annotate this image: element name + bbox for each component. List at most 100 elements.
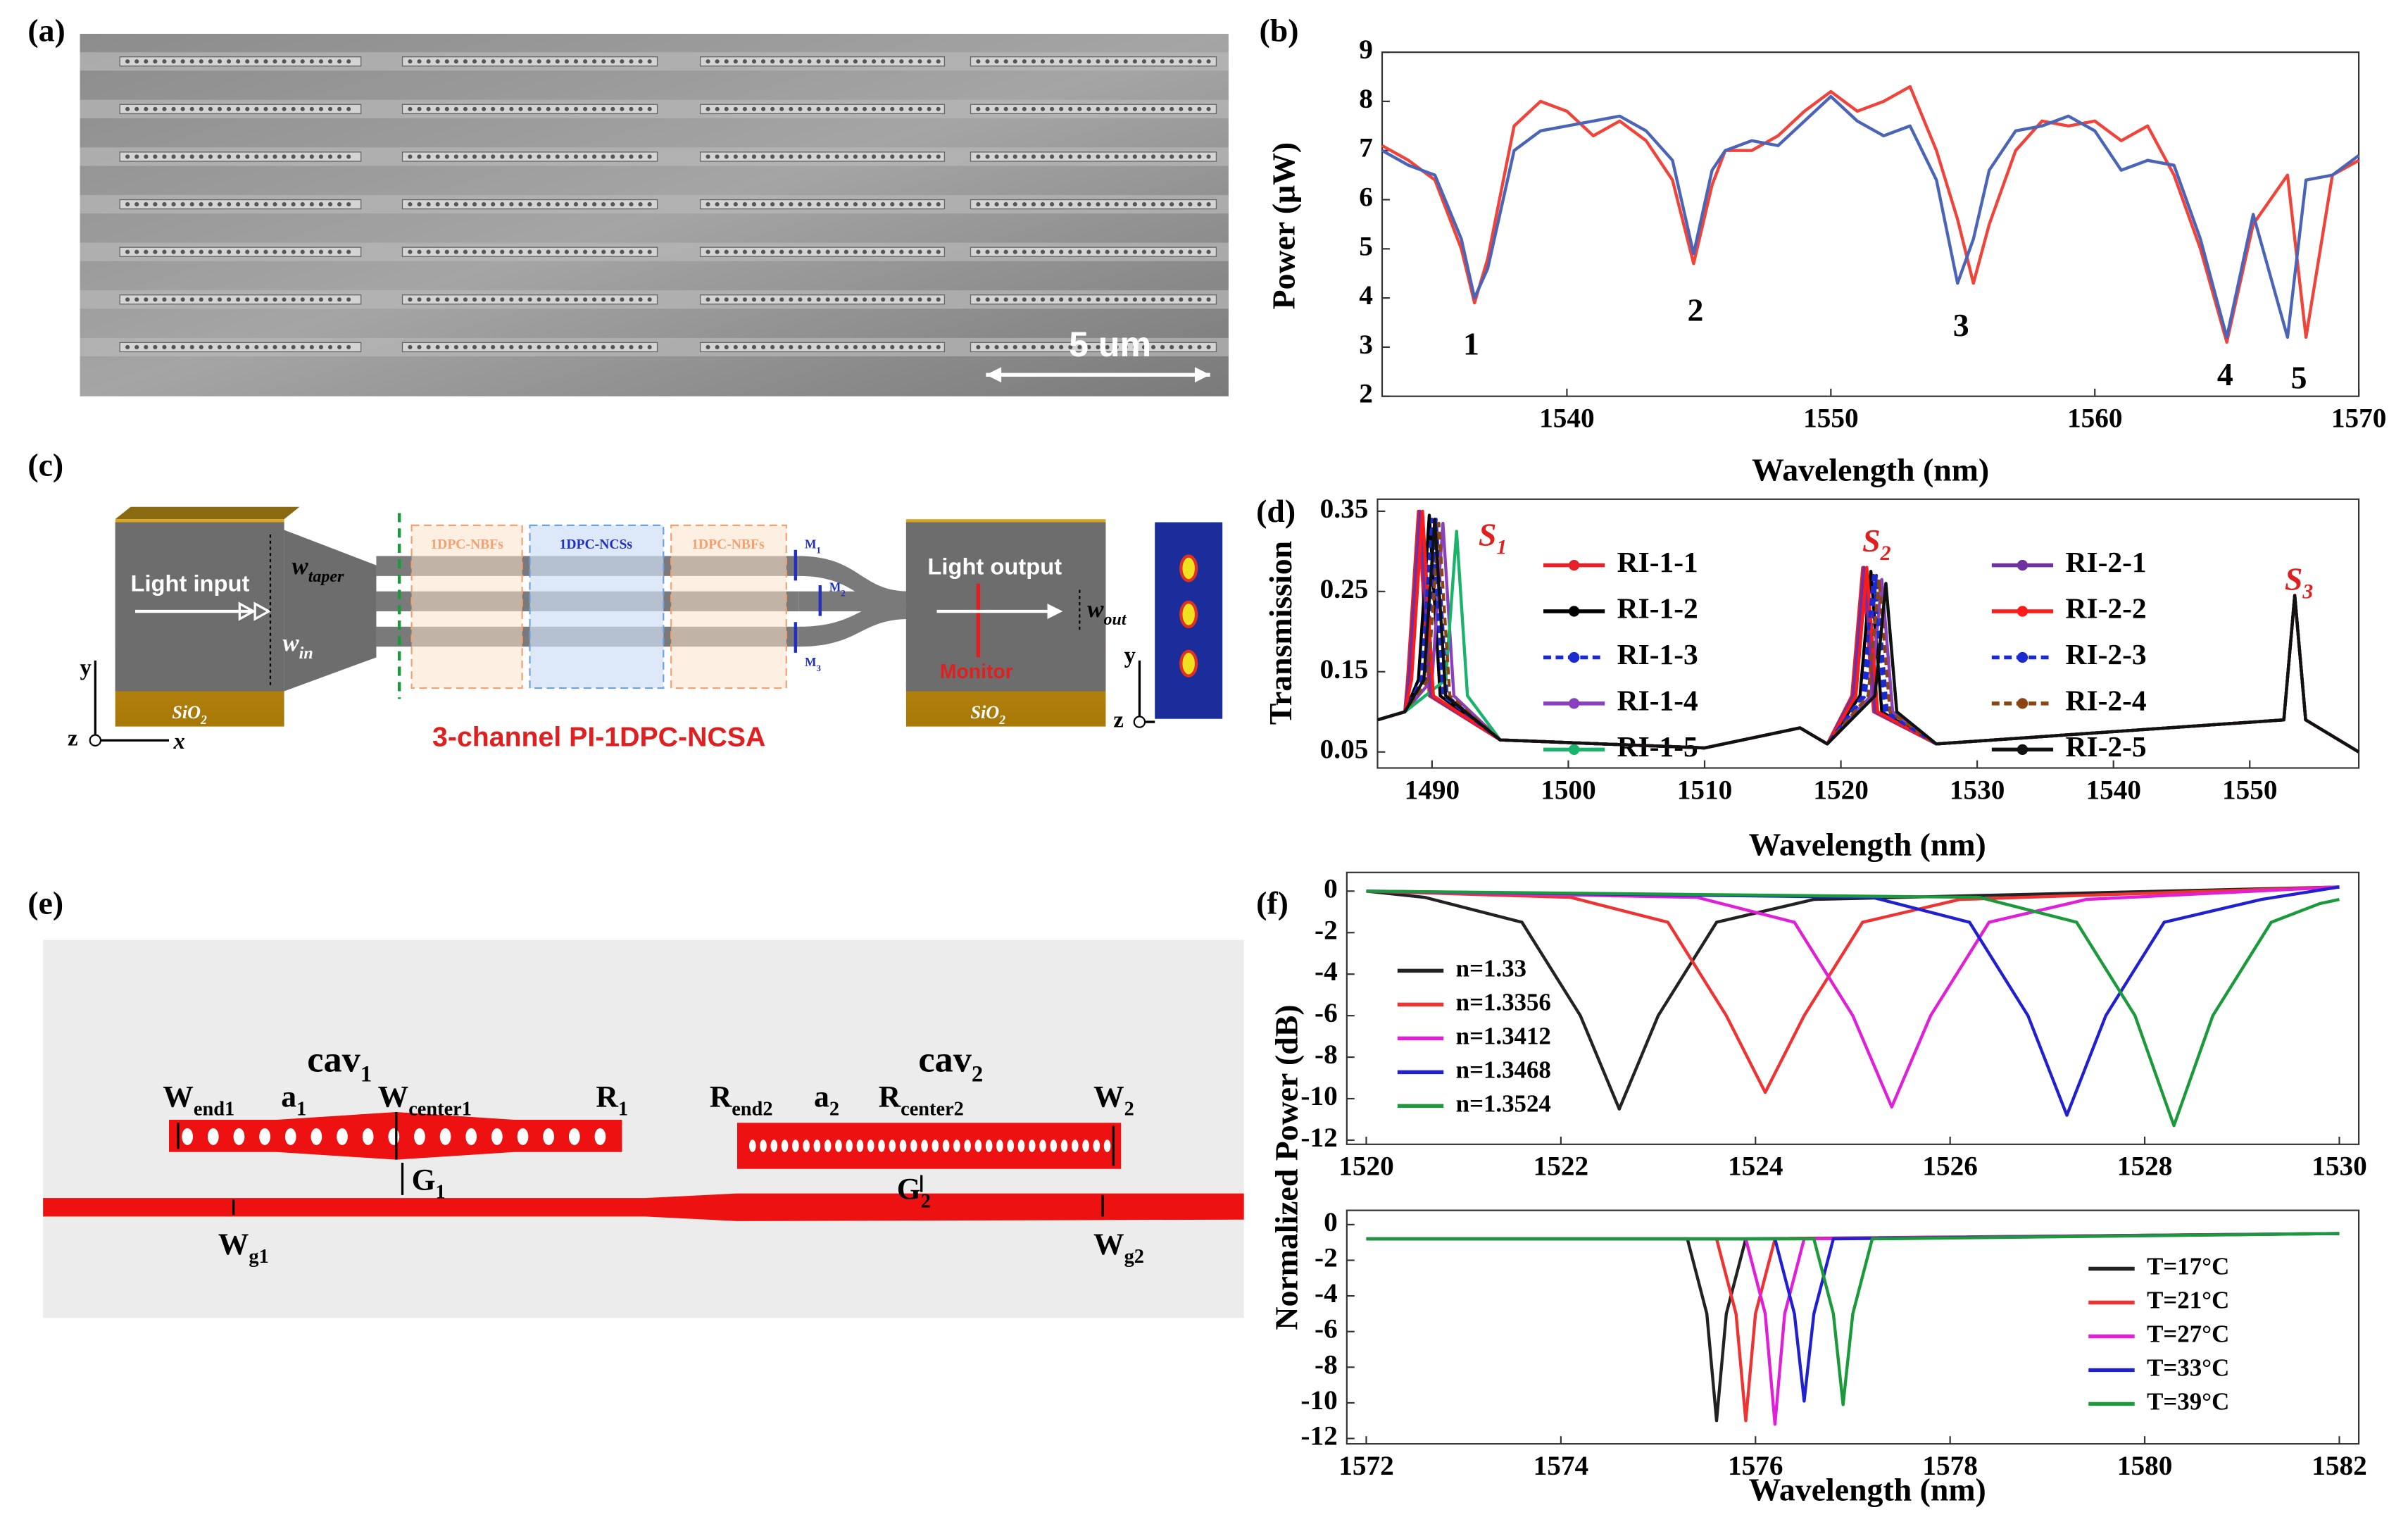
sem-hole xyxy=(272,59,277,64)
sem-hole xyxy=(500,59,505,64)
legend-label: n=1.33 xyxy=(1456,954,1526,982)
hole xyxy=(867,1139,874,1152)
sem-hole xyxy=(537,106,541,111)
sem-hole xyxy=(1040,154,1046,159)
sem-hole xyxy=(291,154,296,159)
y-tick-label: 8 xyxy=(1359,84,1373,114)
sem-hole xyxy=(1141,202,1146,207)
x-tick-label: 1522 xyxy=(1534,1151,1589,1182)
sem-hole xyxy=(408,154,413,159)
sem-hole xyxy=(834,344,839,349)
sem-hole xyxy=(263,154,268,159)
sem-hole xyxy=(770,297,775,302)
sem-hole xyxy=(927,202,932,207)
subscript: 2 xyxy=(972,1061,983,1087)
sem-hole xyxy=(985,59,990,64)
hole xyxy=(792,1139,799,1152)
sem-hole xyxy=(985,344,990,349)
sem-hole xyxy=(825,249,830,254)
sem-hole xyxy=(300,154,305,159)
symbol: R xyxy=(710,1080,732,1114)
sem-hole xyxy=(546,154,551,159)
sem-hole xyxy=(862,344,867,349)
sem-hole xyxy=(453,154,458,159)
legend-marker xyxy=(2017,744,2028,755)
series-line xyxy=(1366,889,2340,1128)
sem-hole xyxy=(1031,202,1036,207)
hole xyxy=(1071,1139,1079,1152)
symbol: W xyxy=(218,1228,249,1261)
sem-hole xyxy=(472,344,477,349)
sem-hole xyxy=(236,202,241,207)
sem-hole xyxy=(1022,297,1027,302)
sem-hole xyxy=(862,202,867,207)
sem-hole xyxy=(472,59,477,64)
section-label: 1DPC-NCSs xyxy=(560,537,633,552)
sem-hole xyxy=(144,297,149,302)
hole xyxy=(889,1139,896,1152)
label: S3 xyxy=(2285,561,2313,604)
sem-hole xyxy=(564,297,569,302)
sem-hole xyxy=(309,106,314,111)
sem-hole xyxy=(706,154,710,159)
sem-hole xyxy=(189,106,194,111)
sem-hole xyxy=(715,202,720,207)
sem-hole xyxy=(917,59,922,64)
sem-beam xyxy=(119,151,362,162)
plot-frame xyxy=(1381,51,2360,397)
series-line xyxy=(1381,94,2360,339)
sem-hole xyxy=(844,297,848,302)
sem-hole xyxy=(647,344,652,349)
sem-hole xyxy=(546,297,551,302)
sem-hole xyxy=(1206,202,1211,207)
sem-hole xyxy=(798,154,803,159)
hole xyxy=(781,1139,789,1152)
monitor-name: M2 xyxy=(829,580,846,598)
sem-hole xyxy=(1132,202,1137,207)
sem-hole xyxy=(482,297,487,302)
sem-beam xyxy=(699,151,946,162)
sem-hole xyxy=(573,249,579,254)
sem-hole xyxy=(1012,297,1017,302)
sem-hole xyxy=(346,249,351,254)
y-tick-label: 0.15 xyxy=(1320,654,1369,685)
x-tick-label: 1530 xyxy=(1950,775,2005,805)
sem-hole xyxy=(263,59,268,64)
sem-hole xyxy=(647,202,652,207)
hole xyxy=(770,1139,778,1152)
sem-hole xyxy=(994,106,999,111)
sem-hole xyxy=(1179,154,1184,159)
x-tick-label: 1576 xyxy=(1728,1451,1783,1481)
sem-hole xyxy=(171,297,176,302)
sem-hole xyxy=(1206,249,1211,254)
field-spot xyxy=(1179,600,1198,629)
sem-hole xyxy=(236,297,241,302)
sem-hole xyxy=(180,249,185,254)
w-in: win xyxy=(282,629,313,663)
sem-hole xyxy=(144,154,149,159)
symbol: a xyxy=(814,1080,829,1114)
sem-hole xyxy=(309,249,314,254)
sem-hole xyxy=(1022,202,1027,207)
y-tick-label: -4 xyxy=(1315,956,1338,987)
hole xyxy=(1028,1139,1036,1152)
sem-hole xyxy=(327,249,333,254)
sem-hole xyxy=(742,344,747,349)
sem-beam xyxy=(119,342,362,353)
sem-hole xyxy=(1040,106,1046,111)
legend-label: T=39°C xyxy=(2147,1387,2229,1415)
sem-hole xyxy=(162,59,167,64)
sem-hole xyxy=(1040,249,1046,254)
sem-hole xyxy=(872,249,877,254)
sem-hole xyxy=(162,202,167,207)
sem-hole xyxy=(453,344,458,349)
sem-hole xyxy=(509,344,514,349)
sem-hole xyxy=(629,344,634,349)
sem-hole xyxy=(1188,106,1193,111)
hole xyxy=(1017,1139,1025,1152)
sem-hole xyxy=(751,344,757,349)
sem-hole xyxy=(573,344,579,349)
symbol: G xyxy=(897,1172,921,1206)
hole xyxy=(517,1128,529,1145)
sem-hole xyxy=(245,344,250,349)
